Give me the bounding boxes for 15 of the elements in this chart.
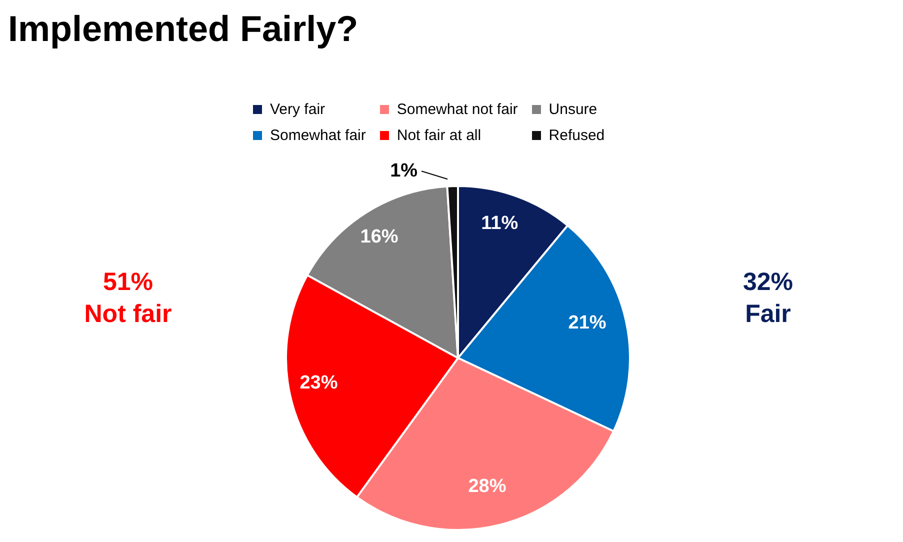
legend-label: Somewhat fair [270,126,366,144]
chart-title: Implemented Fairly? [8,8,358,50]
text: 32% Fair [742,267,794,330]
data-label: 16% [360,226,398,248]
data-label: 21% [568,312,606,334]
legend-label: Not fair at all [396,126,482,144]
legend-label: Unsure [548,100,598,118]
data-label: 28% [468,476,506,497]
data-label: 11% [481,213,518,234]
legend-label: Very fair [270,100,326,118]
legend-label: Refused [548,126,605,144]
data-label: 1% [390,160,418,182]
data-label: 23% [300,372,338,394]
text: 51% Not fair [83,267,173,330]
legend-label: Somewhat not fair [396,100,518,118]
